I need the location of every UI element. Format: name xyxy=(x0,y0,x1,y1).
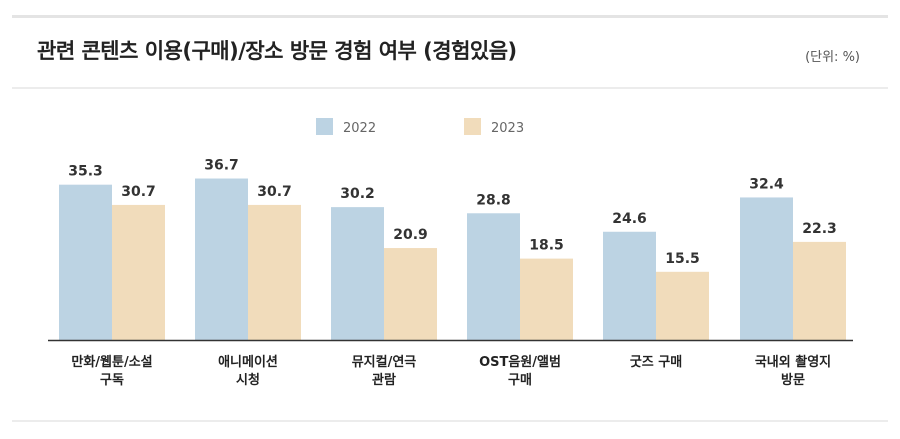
bar-2022-1 xyxy=(195,178,248,340)
value-label-2022-1: 36.7 xyxy=(204,158,239,174)
bar-2023-4 xyxy=(656,271,709,340)
bar-2022-2 xyxy=(331,207,384,340)
value-label-2023-3: 18.5 xyxy=(529,238,564,254)
bar-2023-3 xyxy=(520,258,573,340)
value-label-2022-3: 28.8 xyxy=(476,192,511,208)
value-label-2022-2: 30.2 xyxy=(340,186,375,202)
top-divider xyxy=(12,15,888,18)
bar-2022-3 xyxy=(467,213,520,340)
legend-label-2022: 2022 xyxy=(343,121,376,136)
value-label-2023-5: 22.3 xyxy=(802,221,837,237)
category-label-4-0: 굿즈 구매 xyxy=(630,355,682,370)
category-label-2-0: 뮤지컬/연극 xyxy=(352,355,417,370)
bar-2023-5 xyxy=(793,241,846,340)
bottom-divider xyxy=(12,420,888,422)
category-label-5-1: 방문 xyxy=(781,372,805,388)
bar-2022-4 xyxy=(603,231,656,340)
category-label-3-0: OST음원/앨범 xyxy=(479,354,561,370)
category-label-5-0: 국내외 촬영지 xyxy=(755,354,831,370)
bar-2023-1 xyxy=(248,204,301,340)
value-label-2023-0: 30.7 xyxy=(121,184,156,200)
category-label-0-1: 구독 xyxy=(100,373,124,388)
category-label-0-0: 만화/웹툰/소설 xyxy=(71,354,152,370)
value-label-2023-2: 20.9 xyxy=(393,227,428,243)
category-label-1-1: 시청 xyxy=(236,372,260,388)
value-label-2023-4: 15.5 xyxy=(665,251,700,267)
value-label-2022-0: 35.3 xyxy=(68,164,103,180)
legend-swatch-2022 xyxy=(316,118,333,135)
category-label-3-1: 구매 xyxy=(508,373,532,388)
bar-2022-0 xyxy=(59,184,112,340)
legend-label-2023: 2023 xyxy=(491,121,524,136)
unit-label: (단위: %) xyxy=(805,50,860,65)
bar-2023-0 xyxy=(112,204,165,340)
bar-2023-2 xyxy=(384,248,437,340)
value-label-2022-5: 32.4 xyxy=(749,176,784,192)
category-label-1-0: 애니메이션 xyxy=(218,354,278,370)
title-divider xyxy=(12,87,888,89)
value-label-2022-4: 24.6 xyxy=(612,211,647,227)
legend-swatch-2023 xyxy=(464,118,481,135)
category-label-2-1: 관람 xyxy=(372,372,396,388)
chart-title: 관련 콘텐츠 이용(구매)/장소 방문 경험 여부 (경험있음) xyxy=(37,39,517,63)
value-label-2023-1: 30.7 xyxy=(257,184,292,200)
bar-2022-5 xyxy=(740,197,793,340)
